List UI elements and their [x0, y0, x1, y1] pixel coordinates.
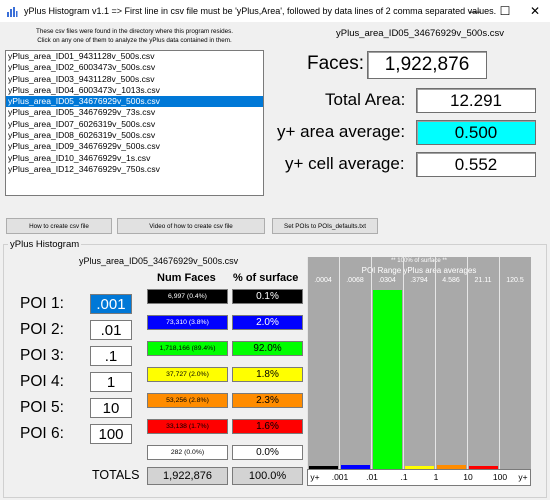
poi-input[interactable]: 10: [90, 398, 132, 418]
poi-label: POI 2:: [20, 321, 64, 338]
num-faces-cell: 73,310 (3.8%): [147, 315, 228, 330]
histogram-bar: [437, 464, 466, 469]
x-tick-label: 100: [492, 472, 508, 482]
file-list-item[interactable]: yPlus_area_ID10_34676929v_1s.csv: [8, 152, 151, 163]
surface-pct-header: % of surface: [233, 272, 299, 284]
num-faces-cell: 282 (0.0%): [147, 445, 228, 460]
range-average-label: .3794: [410, 277, 428, 284]
range-average-label: .0304: [378, 277, 396, 284]
surface-pct-cell: 92.0%: [232, 341, 303, 356]
poi-label: POI 3:: [20, 347, 64, 364]
x-tick-label: 1: [433, 472, 439, 482]
num-faces-cell: 6,997 (0.4%): [147, 289, 228, 304]
chart-column: [435, 257, 467, 469]
poi-label: POI 4:: [20, 373, 64, 390]
yplus-cell-avg-label: y+ cell average:: [285, 154, 405, 173]
histogram-bar: [373, 289, 402, 469]
chart-subtitle: POI Range yPlus area averages: [361, 266, 477, 275]
poi-input[interactable]: .1: [90, 346, 132, 366]
histogram-group: [3, 244, 547, 498]
faces-value: 1,922,876: [367, 51, 487, 79]
poi-input[interactable]: 1: [90, 372, 132, 392]
yplus-cell-avg-value: 0.552: [416, 152, 536, 177]
chart-x-axis: y+ .001 .01 .1 1 10 100 y+: [307, 469, 531, 486]
video-create-csv-button[interactable]: Video of how to create csv file: [117, 218, 265, 234]
range-average-label: .0068: [346, 277, 364, 284]
x-tick-label: 10: [463, 472, 473, 482]
histogram-file-title: yPlus_area_ID05_34676929v_500s.csv: [79, 256, 239, 266]
file-list-item[interactable]: yPlus_area_ID12_34676929v_750s.csv: [8, 163, 160, 174]
range-average-label: .0004: [314, 277, 332, 284]
num-faces-cell: 33,138 (1.7%): [147, 419, 228, 434]
selected-file-title: yPlus_area_ID05_34676929v_500s.csv: [336, 28, 504, 39]
set-pois-default-button[interactable]: Set POIs to POIs_defaults.txt: [272, 218, 378, 234]
x-tick-label: y+: [310, 472, 320, 482]
file-list-item[interactable]: yPlus_area_ID08_6026319v_500s.csv: [8, 130, 156, 141]
faces-label: Faces:: [307, 53, 365, 74]
histogram-chart: ** 100% of surface ** POI Range yPlus ar…: [307, 257, 531, 486]
file-list-item[interactable]: yPlus_area_ID05_34676929v_73s.csv: [8, 107, 156, 118]
file-list-item[interactable]: yPlus_area_ID09_34676929v_500s.csv: [8, 141, 160, 152]
histogram-bar: [405, 465, 434, 469]
chart-column: [467, 257, 499, 469]
file-list-item[interactable]: yPlus_area_ID03_9431128v_500s.csv: [8, 73, 155, 84]
surface-pct-cell: 0.0%: [232, 445, 303, 460]
histogram-bar: [341, 465, 370, 469]
num-faces-cell: 37,727 (2.0%): [147, 367, 228, 382]
poi-input[interactable]: .01: [90, 320, 132, 340]
yplus-area-avg-value: 0.500: [416, 120, 536, 145]
intro-line-1: These csv files were found in the direct…: [35, 28, 234, 35]
chart-column: [307, 257, 339, 469]
x-tick-label: .001: [331, 472, 349, 482]
csv-file-list[interactable]: yPlus_area_ID01_9431128v_500s.csv yPlus_a…: [5, 50, 264, 196]
chart-column: [339, 257, 371, 469]
surface-pct-cell: 2.3%: [232, 393, 303, 408]
yplus-area-avg-label: y+ area average:: [277, 122, 406, 141]
histogram-group-label: yPlus Histogram: [8, 239, 82, 250]
file-list-item[interactable]: yPlus_area_ID05_34676929v_500s.csv: [6, 96, 263, 108]
x-tick-label: y+: [518, 472, 528, 482]
app-icon: [6, 5, 18, 17]
surface-pct-cell: 0.1%: [232, 289, 303, 304]
x-tick-label: .1: [400, 472, 408, 482]
totals-pct: 100.0%: [232, 467, 303, 485]
chart-column: [499, 257, 531, 469]
intro-line-2: Click on any one of them to analyze the …: [37, 37, 232, 44]
num-faces-header: Num Faces: [157, 272, 216, 284]
num-faces-cell: 1,718,166 (89.4%): [147, 341, 228, 356]
title-bar: yPlus Histogram v1.1 => First line in cs…: [0, 0, 550, 22]
how-to-create-csv-button[interactable]: How to create csv file: [6, 218, 112, 234]
totals-label: TOTALS: [92, 468, 140, 482]
chart-title: ** 100% of surface **: [390, 258, 448, 264]
surface-pct-cell: 2.0%: [232, 315, 303, 330]
file-list-item[interactable]: yPlus_area_ID02_6003473v_500s.csv: [8, 62, 156, 73]
poi-label: POI 5:: [20, 399, 64, 416]
range-average-label: 4.586: [442, 277, 460, 284]
total-area-label: Total Area:: [325, 90, 406, 109]
histogram-bar: [309, 466, 338, 469]
maximize-button[interactable]: ☐: [499, 4, 511, 18]
file-list-item[interactable]: yPlus_area_ID04_6003473v_1013s.csv: [8, 84, 160, 95]
poi-input[interactable]: .001: [90, 294, 132, 314]
chart-column: [371, 257, 403, 469]
close-button[interactable]: ✕: [529, 4, 541, 18]
range-average-label: 21.11: [474, 277, 492, 284]
totals-faces: 1,922,876: [147, 467, 228, 485]
poi-label: POI 6:: [20, 425, 64, 442]
x-tick-label: .01: [366, 472, 378, 482]
surface-pct-cell: 1.8%: [232, 367, 303, 382]
file-list-item[interactable]: yPlus_area_ID07_6026319v_500s.csv: [8, 118, 156, 129]
poi-input[interactable]: 100: [90, 424, 132, 444]
total-area-value: 12.291: [416, 88, 536, 113]
surface-pct-cell: 1.6%: [232, 419, 303, 434]
histogram-bar: [469, 465, 498, 469]
poi-label: POI 1:: [20, 295, 64, 312]
num-faces-cell: 53,256 (2.8%): [147, 393, 228, 408]
file-list-item[interactable]: yPlus_area_ID01_9431128v_500s.csv: [8, 51, 155, 61]
window-title: yPlus Histogram v1.1 => First line in cs…: [24, 6, 497, 16]
minimize-button[interactable]: —: [469, 4, 481, 18]
range-average-label: 120.5: [506, 277, 524, 284]
chart-column: [403, 257, 435, 469]
